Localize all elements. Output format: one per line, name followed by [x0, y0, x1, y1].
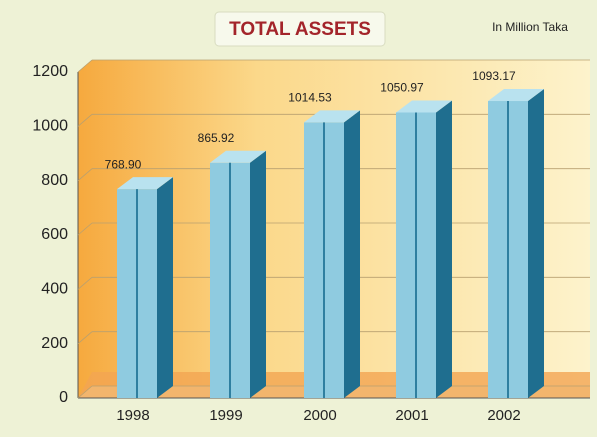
bar — [396, 100, 452, 398]
value-label: 1014.53 — [288, 91, 332, 105]
y-tick-label: 1200 — [32, 63, 68, 80]
bar-side — [528, 89, 544, 398]
bar-side — [436, 100, 452, 398]
y-tick-label: 200 — [41, 335, 68, 352]
x-tick-label: 1999 — [209, 407, 242, 424]
value-label: 768.90 — [105, 157, 142, 171]
x-tick-label: 2001 — [395, 407, 428, 424]
bar — [117, 177, 173, 398]
y-tick-label: 1000 — [32, 118, 68, 135]
bar — [488, 89, 544, 398]
bar — [210, 151, 266, 398]
chart: TOTAL ASSETS In Million Taka 0 200 400 600 8… — [0, 0, 597, 437]
bar-side — [250, 151, 266, 398]
y-tick-label: 800 — [41, 172, 68, 189]
value-label: 865.92 — [198, 131, 235, 145]
bar-side — [157, 177, 173, 398]
value-label: 1093.17 — [472, 69, 516, 83]
y-tick-label: 0 — [59, 389, 68, 406]
chart-title: TOTAL ASSETS — [229, 19, 371, 40]
x-tick-label: 2000 — [303, 407, 336, 424]
y-tick-label: 400 — [41, 281, 68, 298]
bar — [304, 110, 360, 398]
x-tick-label: 2002 — [487, 407, 520, 424]
value-label: 1050.97 — [380, 81, 424, 95]
x-tick-label: 1998 — [116, 407, 149, 424]
y-tick-label: 600 — [41, 226, 68, 243]
chart-subtitle: In Million Taka — [492, 20, 568, 34]
bar-side — [344, 110, 360, 398]
